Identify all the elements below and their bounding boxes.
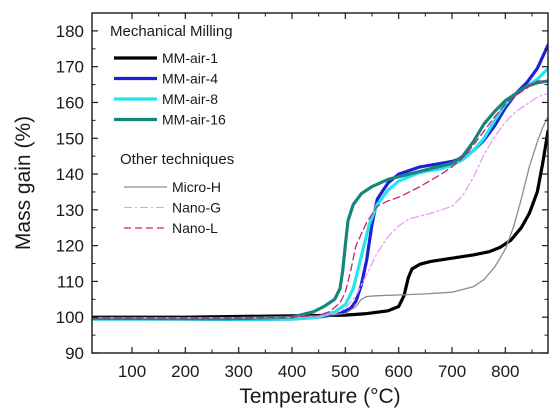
- x-tick-label: 100: [118, 362, 146, 381]
- x-tick-label: 400: [278, 362, 306, 381]
- legend-label-mm-air-8: MM-air-8: [162, 91, 218, 107]
- x-tick-label: 300: [224, 362, 252, 381]
- y-tick-label: 120: [56, 237, 84, 256]
- x-tick-label: 700: [438, 362, 466, 381]
- y-tick-label: 90: [65, 344, 84, 363]
- legend-label-mm-air-16: MM-air-16: [162, 112, 226, 128]
- y-tick-label: 110: [57, 272, 84, 291]
- legend: Mechanical Milling MM-air-1 MM-air-4 MM-air…: [110, 23, 234, 236]
- legend-label-mm-air-1: MM-air-1: [162, 50, 218, 66]
- x-tick-label: 600: [384, 362, 412, 381]
- y-tick-label: 170: [56, 58, 84, 77]
- legend-group-title: Other techniques: [120, 151, 234, 168]
- legend-group-title: Mechanical Milling: [110, 23, 233, 40]
- y-tick-label: 180: [56, 22, 84, 41]
- plot-frame: [91, 12, 549, 354]
- x-tick-label: 500: [331, 362, 359, 381]
- legend-label-micro-h: Micro-H: [172, 179, 221, 195]
- x-axis-title: Temperature (°C): [239, 385, 400, 408]
- series-line-nano-g: [92, 92, 548, 319]
- legend-label-nano-l: Nano-L: [172, 220, 218, 236]
- legend-label-nano-g: Nano-G: [172, 200, 221, 216]
- y-axis-title: Mass gain (%): [12, 116, 35, 250]
- x-tick-label: 200: [171, 362, 199, 381]
- x-tick-label: 800: [491, 362, 519, 381]
- ticks-layer: 100 200 300 400 500 600 700 800 90 100 110 120 130 14…: [56, 13, 548, 381]
- y-tick-label: 160: [56, 93, 84, 112]
- legend-label-mm-air-4: MM-air-4: [162, 71, 218, 87]
- series-layer: [92, 43, 548, 321]
- y-tick-label: 100: [56, 308, 84, 327]
- series-line-mm-air-16: [92, 79, 548, 321]
- series-line-micro-h: [92, 116, 548, 319]
- y-tick-label: 150: [56, 129, 84, 148]
- y-tick-label: 140: [56, 165, 84, 184]
- series-line-nano-l: [92, 80, 548, 319]
- y-tick-label: 130: [56, 201, 84, 220]
